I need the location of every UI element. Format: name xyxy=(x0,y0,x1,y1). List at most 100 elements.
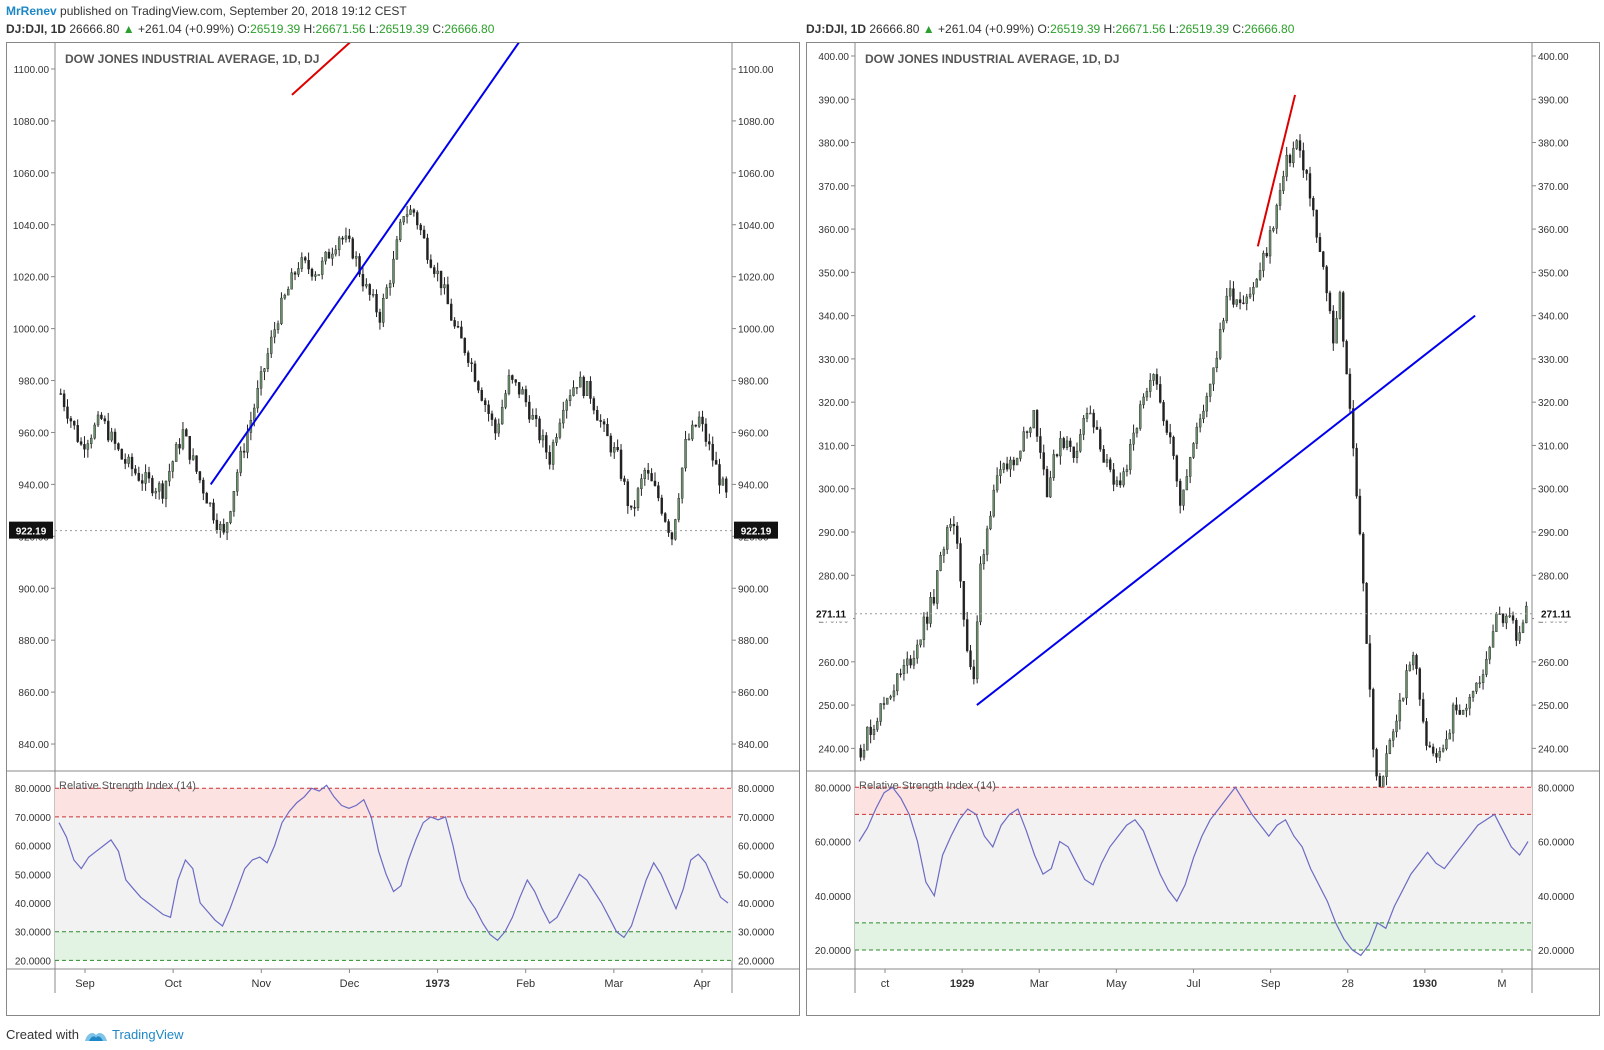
candle-body xyxy=(219,523,222,530)
candle-body xyxy=(1345,341,1348,375)
x-tick-label: Mar xyxy=(604,978,623,990)
chart-1972-1973[interactable]: DOW JONES INDUSTRIAL AVERAGE, 1D, DJ 1100… xyxy=(7,0,799,1015)
candle-body xyxy=(124,459,127,464)
candle-body xyxy=(521,389,524,395)
candle-body xyxy=(1508,615,1511,617)
candle-body xyxy=(303,257,307,261)
rsi-y-tick-label: 60.0000 xyxy=(738,842,775,853)
last-price-label-left: 271.11 xyxy=(816,610,846,621)
candle-body xyxy=(181,429,185,449)
candle-body xyxy=(137,472,141,481)
candle-body xyxy=(912,658,916,666)
change-value: +261.04 (+0.99%) xyxy=(138,22,235,36)
candle-body xyxy=(979,563,982,623)
candle-body xyxy=(341,237,344,240)
candle-body xyxy=(711,443,714,461)
candle-body xyxy=(1069,440,1072,447)
candle-body xyxy=(1232,288,1235,305)
candle-body xyxy=(511,375,514,380)
candle-body xyxy=(1322,251,1325,267)
candle-body xyxy=(174,444,178,462)
candle-body xyxy=(416,212,419,226)
candle-body xyxy=(889,696,892,699)
candle-body xyxy=(992,489,995,517)
y-tick-label: 1000.00 xyxy=(738,325,775,336)
candle-body xyxy=(134,468,137,474)
y-tick-label: 1080.00 xyxy=(13,117,50,128)
chart-1929-1930[interactable]: DOW JONES INDUSTRIAL AVERAGE, 1D, DJ 400.… xyxy=(807,43,1599,1015)
candle-body xyxy=(1315,209,1318,238)
symbol-label[interactable]: DJ:DJI, 1D xyxy=(6,22,67,36)
up-arrow-icon: ▲ xyxy=(122,22,135,36)
candle-body xyxy=(1112,469,1115,485)
candle-body xyxy=(351,238,354,259)
y-tick-label: 390.00 xyxy=(818,95,849,106)
candle-body xyxy=(1511,615,1515,621)
candle-body xyxy=(629,505,633,508)
open-label: O: xyxy=(1037,22,1051,36)
candle-body xyxy=(906,658,909,666)
candle-body xyxy=(1252,286,1255,295)
y-tick-label: 320.00 xyxy=(818,398,849,409)
author-link[interactable]: MrRenev xyxy=(6,4,57,18)
chart-panel-right[interactable]: DOW JONES INDUSTRIAL AVERAGE, 1D, DJ 400.… xyxy=(806,42,1600,1016)
candle-body xyxy=(1172,436,1175,456)
candle-body xyxy=(872,729,876,735)
candle-body xyxy=(473,363,477,382)
candle-body xyxy=(1185,476,1189,491)
candle-body xyxy=(1042,452,1045,470)
x-tick-label: Nov xyxy=(252,978,272,990)
candle-body xyxy=(541,435,545,441)
candle-body xyxy=(1481,674,1485,684)
rsi-y-tick-label: 40.0000 xyxy=(815,892,852,903)
candle-body xyxy=(1245,296,1248,304)
candle-body xyxy=(1225,295,1228,321)
candle-body xyxy=(487,404,490,414)
x-tick-label: 1973 xyxy=(425,978,449,990)
candle-body xyxy=(1022,431,1025,452)
open-value: 26519.39 xyxy=(1050,22,1101,36)
candle-body xyxy=(1192,443,1195,458)
candle-body xyxy=(395,239,399,260)
candle-body xyxy=(579,376,582,388)
candle-body xyxy=(354,256,358,259)
candle-body xyxy=(1401,697,1405,701)
open-value: 26519.39 xyxy=(250,22,301,36)
candle-body xyxy=(1518,632,1521,641)
candle-body xyxy=(409,209,412,215)
rsi-y-tick-label: 30.0000 xyxy=(738,928,775,939)
candle-body xyxy=(1338,292,1342,319)
candle-body xyxy=(280,297,283,324)
candle-body xyxy=(66,406,69,419)
candle-body xyxy=(636,488,640,509)
candle-body xyxy=(1525,605,1528,624)
y-tick-label: 310.00 xyxy=(1538,441,1569,452)
candle-body xyxy=(1072,446,1075,458)
y-tick-label: 1100.00 xyxy=(14,65,50,76)
candle-body xyxy=(882,703,886,705)
candle-body xyxy=(1328,292,1332,312)
last-price: 26666.80 xyxy=(869,22,920,36)
candle-body xyxy=(1135,428,1139,434)
candle-body xyxy=(1278,190,1282,206)
y-tick-label: 340.00 xyxy=(818,312,849,323)
last-price-box-right xyxy=(734,521,778,539)
x-tick-label: Dec xyxy=(340,978,360,990)
candle-body xyxy=(1352,408,1355,449)
candle-body xyxy=(113,431,117,444)
symbol-label[interactable]: DJ:DJI, 1D xyxy=(806,22,867,36)
candle-body xyxy=(168,471,171,482)
candle-body xyxy=(276,323,280,330)
candle-body xyxy=(1248,293,1252,298)
y-tick-label: 1060.00 xyxy=(738,169,775,180)
candle-body xyxy=(1255,279,1258,288)
candle-body xyxy=(225,522,229,533)
trendline-red xyxy=(291,0,399,96)
tradingview-link[interactable]: TradingView xyxy=(112,1027,184,1042)
candle-body xyxy=(161,483,164,499)
chart-panel-left[interactable]: DOW JONES INDUSTRIAL AVERAGE, 1D, DJ 1100… xyxy=(6,0,800,1016)
published-bar: MrRenev published on TradingView.com, Se… xyxy=(0,0,1604,22)
x-tick-label: Sep xyxy=(1261,978,1281,990)
low-label: L: xyxy=(368,22,379,36)
y-tick-label: 300.00 xyxy=(1538,485,1569,496)
